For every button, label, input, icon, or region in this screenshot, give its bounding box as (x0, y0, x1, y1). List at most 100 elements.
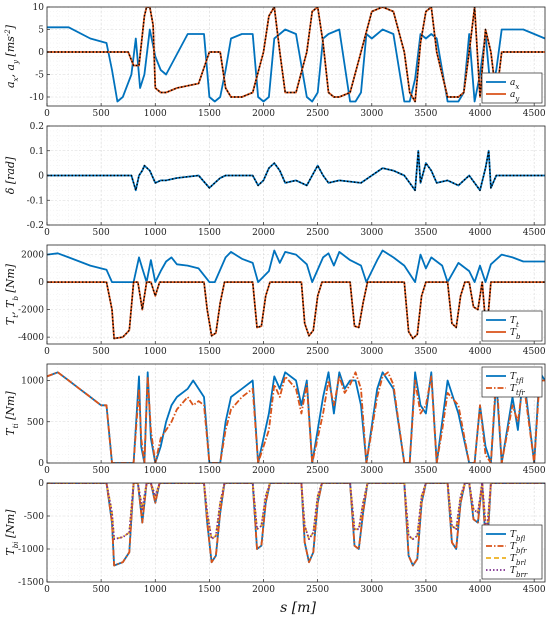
y-tick-label: -500 (24, 512, 44, 522)
x-tick-label: 3500 (414, 466, 437, 476)
x-tick-label: 3500 (414, 585, 437, 595)
x-tick-label: 500 (93, 228, 110, 238)
legend-label: Tbfr (510, 542, 527, 555)
x-tick-label: 2000 (252, 347, 275, 357)
subplot-5: 0 500 1000 1500 2000 2500 3000 3500 4000 4500 0 -50… (4, 479, 546, 595)
y-tick-label: -0.2 (27, 221, 44, 231)
legend-box (481, 72, 543, 104)
x-tick-label: 1000 (144, 585, 167, 595)
axes-frame (46, 244, 546, 345)
y-tick-label: -4000 (18, 333, 44, 343)
series-line-0 (47, 149, 545, 192)
legend-label: Ttfr (510, 384, 525, 397)
x-tick-label: 2500 (306, 109, 329, 119)
x-tick-label: 3000 (360, 109, 383, 119)
legend-label: Ttfl (510, 372, 524, 385)
x-tick-label: 2500 (306, 585, 329, 595)
legend-label: ax (510, 78, 519, 91)
x-tick-label: 4500 (523, 466, 546, 476)
axes-frame (46, 6, 546, 107)
reference-line (47, 281, 545, 340)
legend-box (481, 310, 543, 342)
x-tick-label: 500 (93, 109, 110, 119)
y-axis-label: ax, ay [ms-2] (4, 24, 20, 88)
x-tick-label: 2000 (252, 585, 275, 595)
x-tick-label: 2500 (306, 347, 329, 357)
x-tick-label: 3000 (360, 228, 383, 238)
x-tick-label: 500 (93, 466, 110, 476)
y-tick-label: 0.1 (30, 147, 44, 157)
x-tick-label: 500 (93, 347, 110, 357)
y-tick-label: 1000 (21, 377, 44, 387)
subplot-4: 0 500 1000 1500 2000 2500 3000 3500 4000 4500 1000… (4, 363, 546, 476)
legend-label: Tbfl (510, 530, 525, 543)
y-tick-label: 2000 (21, 251, 44, 261)
x-tick-label: 4000 (469, 466, 492, 476)
y-tick-label: 10 (33, 3, 45, 13)
x-tick-label: 4000 (469, 347, 492, 357)
x-tick-label: 1500 (198, 109, 221, 119)
x-tick-label: 1000 (144, 466, 167, 476)
axes-frame (46, 363, 546, 464)
x-tick-label: 2000 (252, 466, 275, 476)
legend-label: ay (510, 90, 520, 103)
y-axis-label: Tt, Tb [Nm] (4, 263, 20, 325)
x-tick-label: 1000 (144, 228, 167, 238)
x-tick-label: 4000 (469, 109, 492, 119)
reference-line (47, 7, 545, 103)
x-tick-label: 2500 (306, 466, 329, 476)
axes-frame (46, 482, 546, 583)
x-tick-label: 4000 (469, 228, 492, 238)
subplot-2: 0 500 1000 1500 2000 2500 3000 3500 4000 4500 0.2 0… (4, 122, 546, 238)
y-tick-label: 0 (38, 479, 44, 489)
x-tick-label: 4500 (523, 228, 546, 238)
subplot-3: 0 500 1000 1500 2000 2500 3000 3500 4000 4500 2000… (4, 244, 546, 357)
legend-label: Tb (510, 328, 521, 341)
x-tick-label: 3000 (360, 347, 383, 357)
subplot-1: 0 500 1000 1500 2000 2500 3000 3500 4000 4500 10 5 0… (4, 3, 546, 119)
y-tick-label: -0.1 (27, 196, 44, 206)
x-tick-label: 1500 (198, 347, 221, 357)
x-tick-label: 4500 (523, 585, 546, 595)
legend-label: Tbrr (510, 566, 528, 579)
series-line-T-brr (47, 483, 545, 540)
x-tick-label: 3500 (414, 228, 437, 238)
y-tick-label: -5 (35, 71, 44, 81)
legend-label: Tt (510, 316, 519, 329)
x-tick-label: 4000 (469, 585, 492, 595)
x-tick-label: 0 (44, 466, 50, 476)
y-axis-label: Tti [Nm] (4, 391, 20, 436)
x-tick-label: 500 (93, 585, 110, 595)
series-line-T-tfr (47, 371, 545, 463)
x-tick-label: 3500 (414, 347, 437, 357)
x-tick-label: 3000 (360, 585, 383, 595)
x-tick-label: 1500 (198, 585, 221, 595)
x-tick-label: 2500 (306, 228, 329, 238)
y-tick-label: -1500 (18, 578, 44, 588)
x-tick-label: 1500 (198, 228, 221, 238)
y-axis-label: δ [rad] (4, 156, 17, 194)
y-tick-label: -10 (30, 93, 45, 103)
y-tick-label: 0 (38, 459, 44, 469)
y-axis-label: Tbi [Nm] (4, 509, 20, 556)
x-tick-label: 0 (44, 228, 50, 238)
y-tick-label: 500 (27, 418, 44, 428)
y-tick-label: -2000 (18, 306, 44, 316)
y-tick-label: -1000 (18, 545, 44, 555)
x-tick-label: 2000 (252, 228, 275, 238)
x-tick-label: 0 (44, 585, 50, 595)
x-tick-label: 2000 (252, 109, 275, 119)
legend-box (481, 366, 543, 398)
y-tick-label: 0 (38, 278, 44, 288)
x-tick-label: 3000 (360, 466, 383, 476)
y-tick-label: 0 (38, 48, 44, 58)
legend-label: Tbrl (510, 554, 526, 567)
x-tick-label: 4500 (523, 347, 546, 357)
x-axis-label: s [m] (280, 600, 316, 616)
x-tick-label: 0 (44, 109, 50, 119)
